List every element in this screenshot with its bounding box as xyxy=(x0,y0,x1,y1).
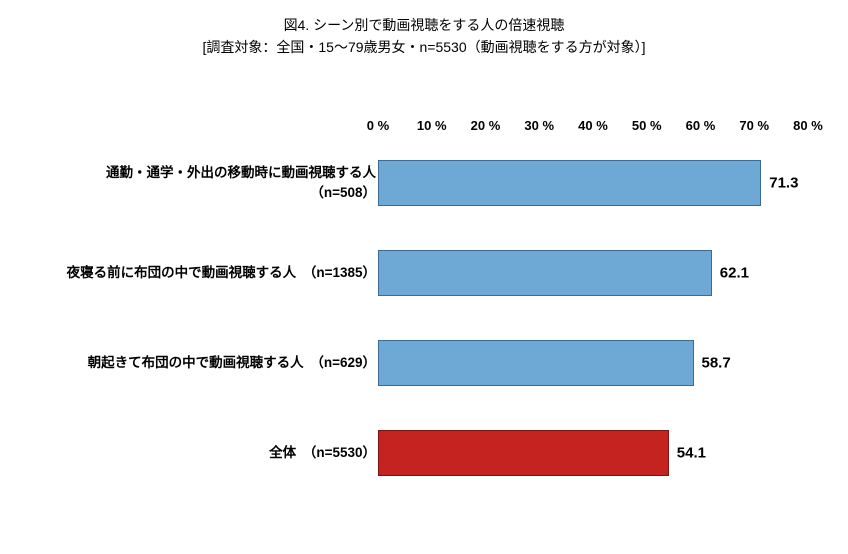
bar-row: 夜寝る前に布団の中で動画視聴する人 （n=1385） 62.1 xyxy=(0,250,848,296)
bar-category-label: 夜寝る前に布団の中で動画視聴する人 （n=1385） xyxy=(67,263,376,283)
chart-title-block: 図4. シーン別で動画視聴をする人の倍速視聴 [調査対象：全国・15～79歳男女… xyxy=(0,0,848,59)
bar-rect xyxy=(378,430,669,476)
x-axis-tick-label: 50 % xyxy=(632,118,662,133)
bar-category-label: 通勤・通学・外出の移動時に動画視聴する人 （n=508） xyxy=(106,163,376,204)
x-axis-tick-label: 80 % xyxy=(793,118,823,133)
bar-category-label: 朝起きて布団の中で動画視聴する人 （n=629） xyxy=(88,353,376,373)
x-axis-tick-label: 40 % xyxy=(578,118,608,133)
bar-row: 通勤・通学・外出の移動時に動画視聴する人 （n=508） 71.3 xyxy=(0,160,848,206)
bar-category-label: 全体 （n=5530） xyxy=(269,443,376,463)
chart-plot-area: 0 % 10 % 20 % 30 % 40 % 50 % 60 % 70 % 80 % 通勤・通… xyxy=(0,100,848,540)
chart-title-line-1: 図4. シーン別で動画視聴をする人の倍速視聴 xyxy=(0,14,848,36)
bar-row: 朝起きて布団の中で動画視聴する人 （n=629） 58.7 xyxy=(0,340,848,386)
bar-value-label: 54.1 xyxy=(677,445,706,462)
x-axis-tick-label: 20 % xyxy=(471,118,501,133)
chart-title-line-2: [調査対象：全国・15～79歳男女・n=5530（動画視聴をする方が対象）] xyxy=(0,36,848,58)
x-axis-tick-label: 70 % xyxy=(739,118,769,133)
bar-value-label: 71.3 xyxy=(769,175,798,192)
x-axis-tick-label: 60 % xyxy=(686,118,716,133)
x-axis-tick-label: 30 % xyxy=(524,118,554,133)
x-axis-tick-label: 0 % xyxy=(367,118,389,133)
x-axis-tick-label: 10 % xyxy=(417,118,447,133)
bar-rect xyxy=(378,340,694,386)
bar-rect xyxy=(378,160,761,206)
bar-value-label: 62.1 xyxy=(720,265,749,282)
bar-row: 全体 （n=5530） 54.1 xyxy=(0,430,848,476)
bar-value-label: 58.7 xyxy=(702,355,731,372)
bar-rect xyxy=(378,250,712,296)
